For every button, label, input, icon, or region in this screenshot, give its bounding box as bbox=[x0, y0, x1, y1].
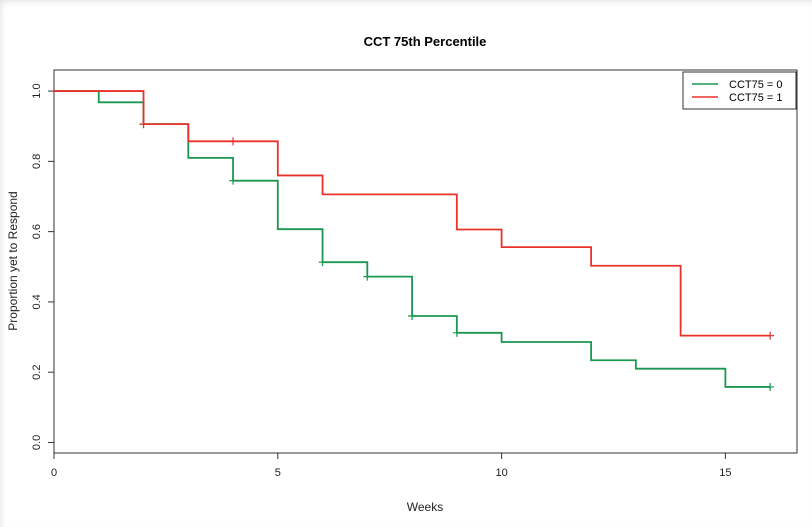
x-tick-label: 15 bbox=[719, 467, 731, 479]
plot-frame bbox=[54, 70, 797, 453]
x-axis-title: Weeks bbox=[407, 500, 443, 514]
censor-mark bbox=[766, 383, 774, 391]
y-tick-label: 0.4 bbox=[31, 294, 43, 309]
censor-mark bbox=[408, 312, 416, 320]
y-tick-label: 1.0 bbox=[31, 83, 43, 98]
y-tick-label: 0.6 bbox=[31, 224, 43, 239]
y-tick-label: 0.0 bbox=[31, 435, 43, 450]
y-tick-label: 0.2 bbox=[31, 365, 43, 380]
censor-mark bbox=[453, 329, 461, 337]
y-tick-label: 0.8 bbox=[31, 154, 43, 169]
censor-mark bbox=[363, 273, 371, 281]
censor-mark bbox=[229, 177, 237, 185]
censor-mark bbox=[140, 120, 148, 128]
km-curve-cct75-0 bbox=[54, 91, 770, 387]
censor-mark bbox=[766, 332, 774, 340]
censor-mark bbox=[229, 137, 237, 145]
x-tick-label: 0 bbox=[51, 467, 57, 479]
x-tick-label: 10 bbox=[495, 467, 507, 479]
censor-mark bbox=[319, 258, 327, 266]
legend-label: CCT75 = 1 bbox=[729, 92, 783, 104]
chart-title: CCT 75th Percentile bbox=[364, 34, 487, 49]
x-tick-label: 5 bbox=[275, 467, 281, 479]
y-axis-title: Proportion yet to Respond bbox=[6, 191, 20, 330]
legend-label: CCT75 = 0 bbox=[729, 79, 783, 91]
